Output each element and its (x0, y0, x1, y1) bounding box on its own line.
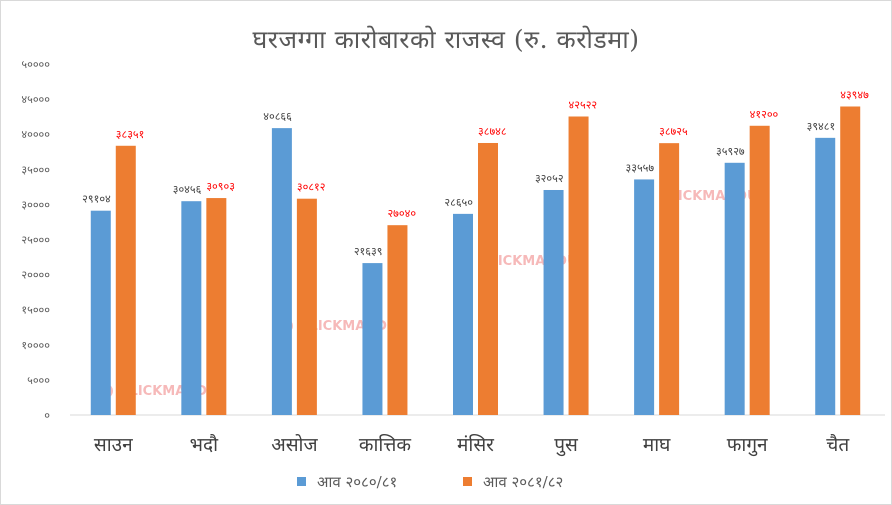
data-labels: २९१०४ ३८३५१ ३०४५६ ३०९०३ ४०८६६ ३०८१२ २१६३९ २७०४०… (82, 88, 869, 258)
y-axis: ० ५००० १०००० १५००० २०००० २५००० ३०००० ३५००० ४००००… (21, 58, 50, 422)
bar-series-1 (453, 213, 473, 415)
bar-series-2 (840, 106, 861, 415)
bar-series-1 (634, 179, 655, 415)
y-tick-label: २०००० (21, 269, 50, 282)
bar-series-2 (478, 142, 498, 415)
data-label-series-1: २९१०४ (82, 193, 111, 206)
data-label-series-1: ३०४५६ (173, 183, 202, 196)
data-label-series-1: २१६३९ (354, 245, 383, 258)
chart-title: घरजग्गा कारोबारको राजस्व (रु. करोडमा) (252, 25, 640, 54)
bars (90, 106, 861, 416)
x-tick-label: साउन (94, 434, 133, 456)
data-label-series-2: २७०४० (387, 207, 416, 220)
bar-series-2 (206, 198, 227, 415)
bar-series-2 (659, 143, 680, 415)
x-tick-label: पुस (554, 434, 579, 457)
bar-series-1 (724, 162, 745, 415)
bar-series-2 (115, 145, 136, 415)
data-label-series-2: ४१२०० (750, 108, 779, 121)
legend-swatch-2 (463, 477, 472, 486)
x-tick-label: फागुन (727, 434, 768, 457)
bar-series-2 (749, 125, 770, 415)
x-tick-label: असोज (271, 433, 318, 456)
data-label-series-2: ३०८१२ (297, 181, 326, 194)
data-label-series-2: ३८७२५ (659, 125, 688, 138)
x-tick-label: कात्तिक (359, 433, 412, 456)
legend-swatch-1 (297, 477, 306, 486)
bar-series-1 (90, 210, 111, 415)
data-label-series-1: ३९४८१ (807, 120, 836, 133)
bar-series-1 (815, 137, 836, 415)
data-label-series-2: ३८७४८ (478, 125, 507, 138)
bar-series-2 (568, 116, 589, 416)
x-tick-label: मंसिर (457, 433, 495, 456)
bar-series-1 (543, 189, 564, 415)
data-label-series-1: ३३५५७ (626, 161, 655, 174)
y-tick-label: ३५००० (21, 163, 50, 176)
y-tick-label: ५००० (27, 374, 50, 387)
data-label-series-2: ४३९४७ (840, 88, 869, 101)
y-tick-label: ३०००० (21, 198, 50, 211)
x-tick-label: चैत (826, 433, 850, 456)
y-tick-label: ४०००० (21, 128, 50, 141)
data-label-series-1: ३२०५२ (535, 172, 564, 185)
bar-series-1 (362, 263, 383, 415)
legend-label-2: आव २०८१/८२ (483, 473, 563, 491)
data-label-series-2: ४२५२२ (569, 98, 598, 111)
y-tick-label: १५००० (21, 304, 50, 317)
bar-series-2 (387, 225, 408, 415)
y-tick-label: २५००० (21, 234, 50, 247)
x-tick-label: भदौ (190, 433, 219, 456)
x-axis-categories: साउन भदौ असोज कात्तिक मंसिर पुस माघ फागुन चैत (94, 433, 850, 457)
legend: आव २०८०/८१ आव २०८१/८२ (297, 473, 563, 491)
bar-series-2 (296, 198, 317, 415)
y-tick-label: ० (44, 409, 50, 422)
bar-series-1 (181, 201, 202, 415)
legend-label-1: आव २०८०/८१ (317, 473, 397, 491)
data-label-series-2: ३०९०३ (206, 180, 235, 193)
y-tick-label: १०००० (21, 339, 50, 352)
data-label-series-1: २८६५० (444, 196, 473, 209)
y-tick-label: ५०००० (21, 58, 50, 71)
y-tick-label: ४५००० (21, 93, 50, 106)
data-label-series-1: ४०८६६ (263, 110, 292, 123)
data-label-series-1: ३५९२७ (716, 145, 745, 158)
x-tick-label: माघ (643, 434, 671, 456)
bar-series-1 (271, 128, 292, 416)
data-label-series-2: ३८३५१ (116, 128, 145, 141)
